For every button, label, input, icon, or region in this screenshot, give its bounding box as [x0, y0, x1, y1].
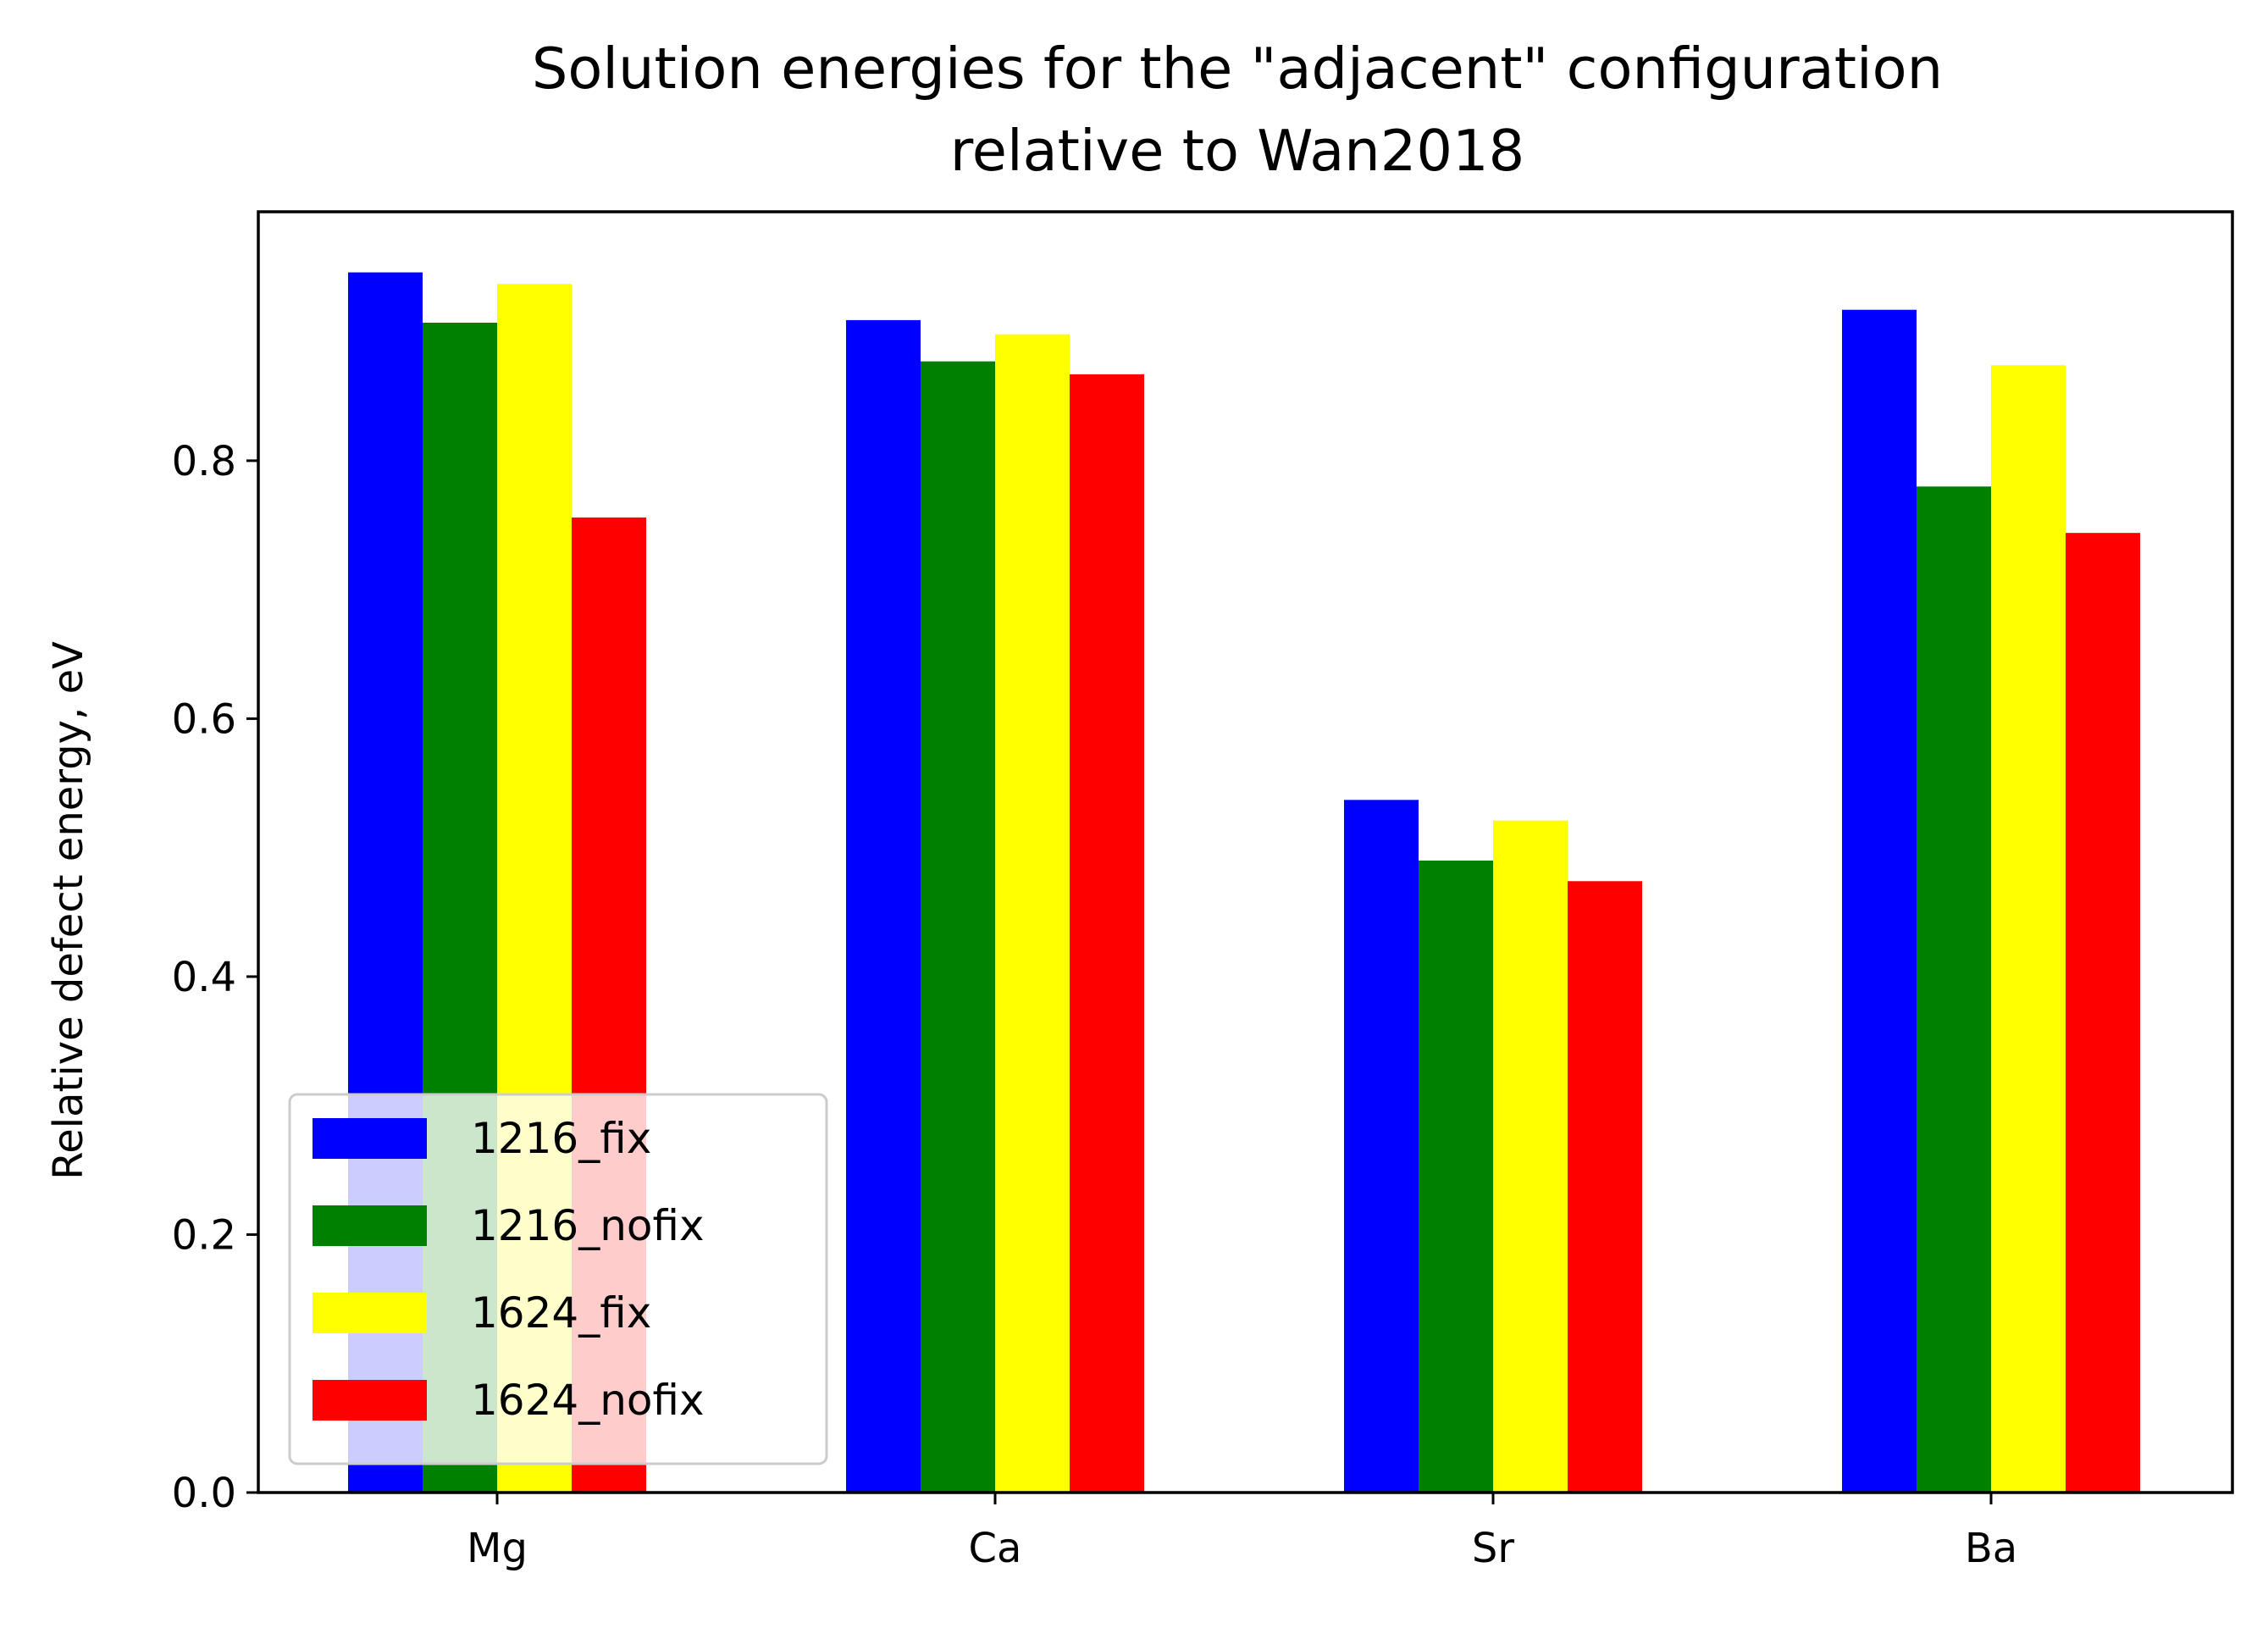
chart-title: Solution energies for the "adjacent" con… — [532, 36, 1943, 184]
legend-swatch-1624-nofix — [313, 1380, 427, 1421]
y-tick-label-0: 0.0 — [172, 1470, 236, 1517]
legend-box — [288, 1093, 828, 1465]
legend-swatch-1216-fix — [313, 1118, 427, 1159]
bar-sr-1624-fix — [1493, 820, 1568, 1493]
y-axis-label: Relative defect energy, eV — [45, 641, 92, 1180]
bar-ba-1216-nofix — [1917, 486, 1991, 1493]
axes-frame — [257, 210, 2234, 1494]
legend-label-1216-nofix: 1216_nofix — [471, 1201, 705, 1250]
y-axis-ticks: 0.0 0.2 0.4 0.6 0.8 — [172, 438, 258, 1517]
x-tick-label-ba: Ba — [1965, 1525, 2017, 1572]
bar-ca-1624-fix — [995, 334, 1070, 1493]
bar-ca-1216-nofix — [921, 361, 995, 1493]
bar-sr-1216-fix — [1344, 800, 1419, 1493]
y-tick-label-1: 0.2 — [172, 1211, 236, 1259]
chart-title-line-1: Solution energies for the "adjacent" con… — [532, 36, 1943, 102]
bar-ca-1624-nofix — [1070, 374, 1144, 1493]
bar-ba-1624-fix — [1991, 365, 2066, 1493]
y-tick-label-2: 0.4 — [172, 954, 236, 1001]
y-tick-label-3: 0.6 — [172, 695, 236, 743]
x-tick-label-ca: Ca — [969, 1525, 1022, 1572]
x-axis-ticks: Mg Ca Sr Ba — [467, 1493, 2017, 1572]
bar-ba-1216-fix — [1842, 309, 1917, 1493]
bar-ca-1216-fix — [846, 319, 921, 1493]
chart-title-line-2: relative to Wan2018 — [950, 118, 1525, 184]
legend-label-1624-nofix: 1624_nofix — [471, 1376, 705, 1425]
bar-sr-1624-nofix — [1568, 881, 1642, 1493]
x-tick-label-mg: Mg — [467, 1525, 528, 1572]
legend-swatch-1624-fix — [313, 1293, 427, 1333]
y-tick-label-4: 0.8 — [172, 438, 236, 485]
legend: 1216_fix 1216_nofix 1624_fix 1624_nofix — [288, 1093, 828, 1465]
x-tick-label-sr: Sr — [1472, 1525, 1514, 1572]
bar-sr-1216-nofix — [1419, 860, 1493, 1493]
legend-swatch-1216-nofix — [313, 1205, 427, 1246]
legend-label-1624-fix: 1624_fix — [471, 1288, 651, 1338]
bar-ba-1624-nofix — [2066, 533, 2140, 1493]
legend-label-1216-fix: 1216_fix — [471, 1114, 651, 1163]
